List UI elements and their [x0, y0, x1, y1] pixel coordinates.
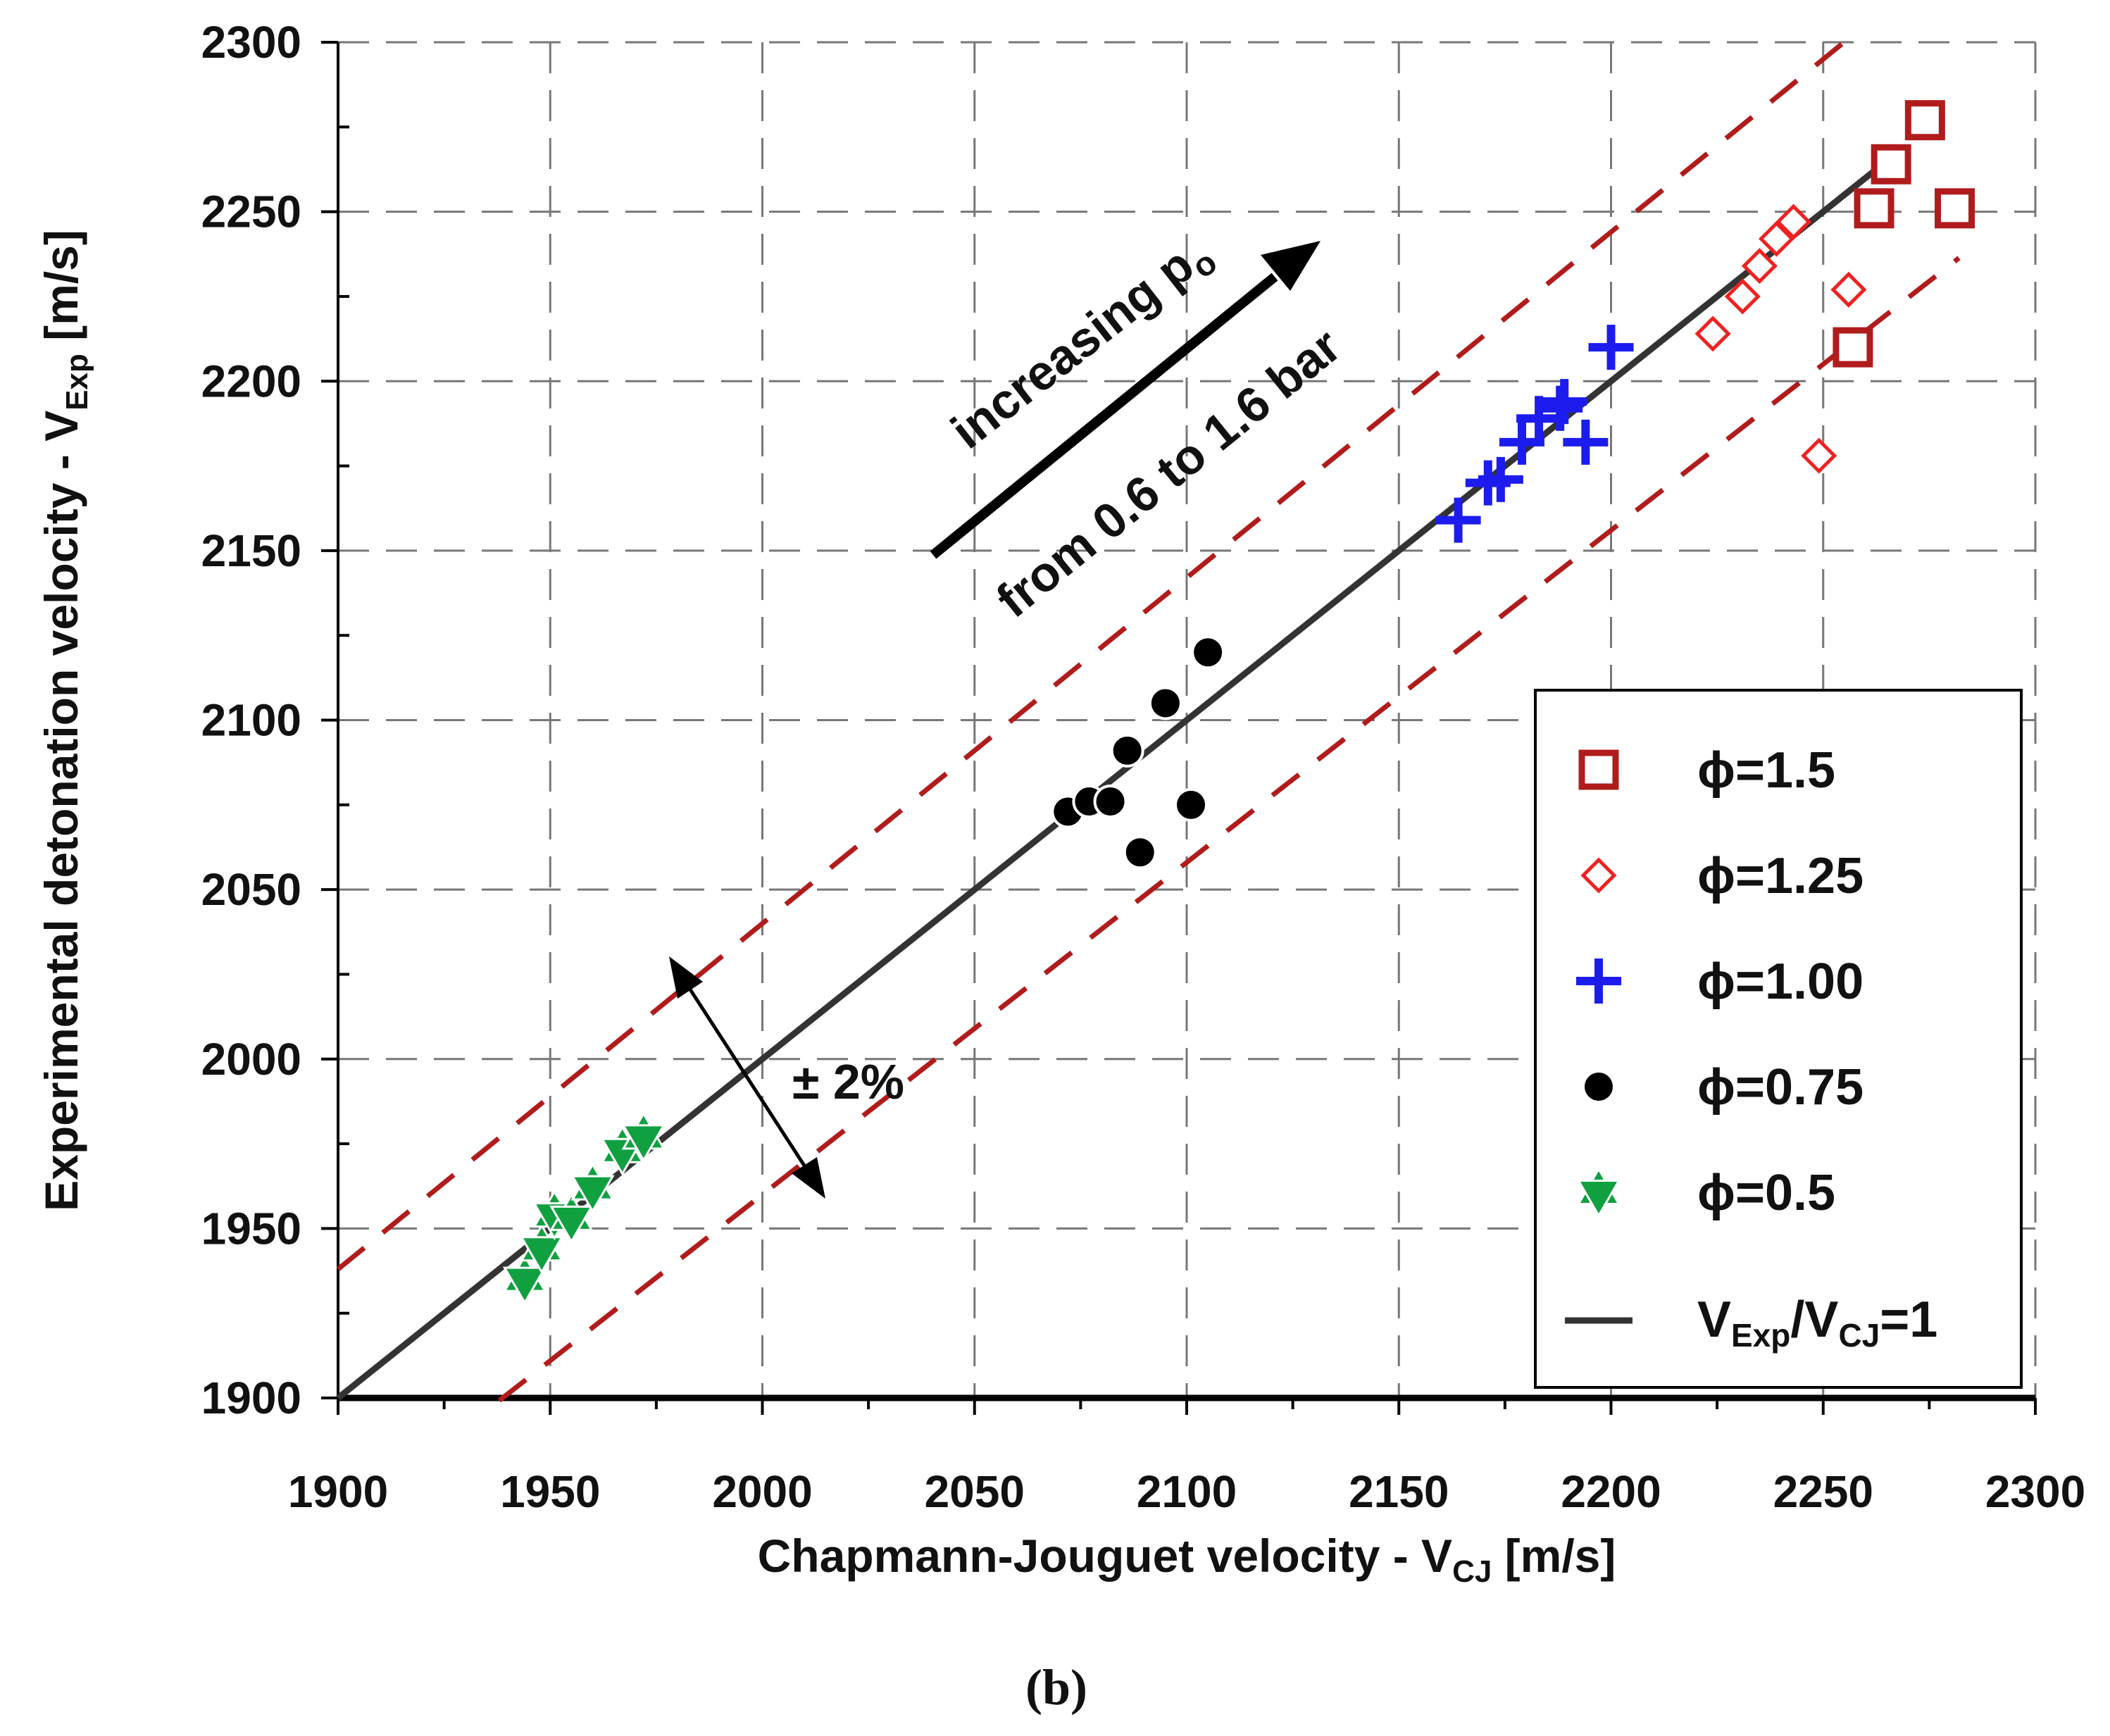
y-tick-label: 2300 — [201, 17, 301, 68]
lower-band-line — [497, 256, 1961, 1403]
phi-1-5-point — [1833, 327, 1873, 368]
x-axis-title-main: Chapmann-Jouguet velocity - V — [758, 1530, 1452, 1582]
phi-0-5-point — [502, 1254, 547, 1305]
phi-1-5-point — [1871, 144, 1911, 185]
phi-0-5-point — [570, 1162, 615, 1213]
phi-1-5-point — [1904, 100, 1945, 141]
legend-label-phi-0-75: ϕ=0.75 — [1697, 1059, 1864, 1116]
y-tick-label: 2000 — [201, 1034, 301, 1085]
phi-0-75-point — [1110, 733, 1144, 768]
phi-0-5-point — [520, 1223, 564, 1275]
x-tick-label: 2250 — [1773, 1466, 1873, 1517]
y-tick-label: 2100 — [201, 695, 301, 746]
phi-1-00-point — [1499, 419, 1544, 465]
phi-1-00-point — [1588, 325, 1634, 370]
y-axis-title-unit: [m/s] — [35, 230, 87, 354]
phi-0-75-point — [1093, 785, 1128, 818]
legend-marker-phi-0-5 — [1576, 1167, 1621, 1218]
legend-ideal-end: =1 — [1880, 1292, 1937, 1348]
y-tick-label: 2150 — [201, 525, 301, 576]
increasing-arrow — [930, 241, 1321, 559]
tolerance-label: ± 2% — [792, 1054, 904, 1109]
x-tick-label: 2100 — [1137, 1466, 1237, 1517]
phi-1-25-point — [1775, 204, 1812, 240]
phi-1-5-point — [1854, 188, 1894, 229]
legend-label-phi-1-25: ϕ=1.25 — [1697, 848, 1864, 904]
star-part — [621, 1124, 666, 1163]
phi-1-00-point — [1516, 396, 1562, 442]
phi-0-75-point — [1191, 635, 1225, 670]
x-axis-title: Chapmann-Jouguet velocity - VCJ [m/s] — [758, 1530, 1616, 1589]
legend-marker-phi-1-5 — [1578, 749, 1619, 790]
y-axis-title: Experimental detonation velocity - VExp … — [35, 230, 94, 1211]
data-markers — [502, 100, 1975, 1305]
x-axis-title-sub: CJ — [1452, 1554, 1492, 1589]
x-tick-label: 1950 — [500, 1466, 600, 1517]
star-part — [570, 1175, 615, 1213]
legend-ideal-mid: /V — [1790, 1292, 1838, 1348]
legend-label-phi-0-5: ϕ=0.5 — [1697, 1165, 1835, 1221]
phi-1-25-point — [1801, 437, 1837, 474]
legend-label-phi-1-00: ϕ=1.00 — [1697, 954, 1864, 1010]
y-tick-label: 1900 — [201, 1373, 301, 1423]
phi-0-75-point — [1123, 835, 1157, 870]
phi-1-25-point — [1741, 248, 1778, 285]
y-axis-title-sub: Exp — [60, 354, 94, 411]
legend-ideal-sub2: CJ — [1838, 1317, 1880, 1354]
legend-marker-phi-1-00 — [1576, 958, 1621, 1004]
phi-1-5-point — [1935, 188, 1975, 229]
legend-ideal-sub1: Exp — [1731, 1317, 1790, 1354]
tick-labels: 1900 1950 2000 2050 2100 2150 2200 2250 2300 1900… — [201, 17, 2086, 1517]
upper-band-line — [336, 39, 1847, 1271]
tolerance-arrow — [669, 956, 825, 1199]
phi-1-00-point — [1542, 379, 1587, 425]
star-part — [502, 1266, 547, 1305]
x-tick-label: 2000 — [712, 1466, 812, 1517]
phi-0-5-point — [621, 1111, 666, 1163]
legend: ϕ=1.5 ϕ=1.25 ϕ=1.00 ϕ=0.75 ϕ=0.5 VExp/VCJ=1 — [1534, 689, 2023, 1389]
legend-marker-phi-1-25 — [1580, 857, 1617, 894]
phi-1-25-point — [1694, 316, 1731, 352]
phi-1-00-point — [1435, 497, 1481, 543]
phi-0-5-point — [549, 1192, 594, 1244]
y-tick-label: 1950 — [201, 1203, 301, 1254]
phi-1-25-point — [1830, 271, 1867, 308]
tolerance-band-lines — [336, 39, 1961, 1403]
phi-0-75-point — [1148, 686, 1182, 720]
y-axis-title-main: Experimental detonation velocity - V — [35, 411, 87, 1211]
y-tick-label: 2250 — [201, 187, 301, 237]
star-part — [1576, 1180, 1621, 1218]
figure-caption: (b) — [1025, 1659, 1087, 1716]
x-axis-title-unit: [m/s] — [1492, 1530, 1616, 1582]
phi-1-00-point — [1478, 456, 1523, 502]
x-tick-label: 2150 — [1349, 1466, 1449, 1517]
legend-box — [1534, 689, 2023, 1389]
x-tick-label: 2050 — [925, 1466, 1025, 1517]
star-part — [520, 1236, 564, 1275]
legend-label-phi-1-5: ϕ=1.5 — [1697, 742, 1835, 799]
legend-marker-phi-0-75 — [1582, 1070, 1616, 1104]
x-tick-label: 2300 — [1985, 1466, 2085, 1517]
phi-1-25-point — [1724, 278, 1761, 315]
phi-1-00-point — [1537, 385, 1583, 431]
star-part — [549, 1205, 594, 1244]
x-tick-label: 1900 — [288, 1466, 388, 1517]
y-tick-label: 2200 — [201, 356, 301, 406]
x-tick-label: 2200 — [1561, 1466, 1661, 1517]
phi-1-00-point — [1563, 419, 1609, 465]
legend-label-ideal: VExp/VCJ=1 — [1697, 1292, 1937, 1354]
legend-ideal-v: V — [1697, 1292, 1731, 1348]
increasing-label-text: increasing p — [941, 237, 1204, 458]
phi-1-25-point — [1758, 220, 1795, 257]
phi-0-75-point — [1174, 787, 1209, 822]
y-tick-label: 2050 — [201, 864, 301, 915]
